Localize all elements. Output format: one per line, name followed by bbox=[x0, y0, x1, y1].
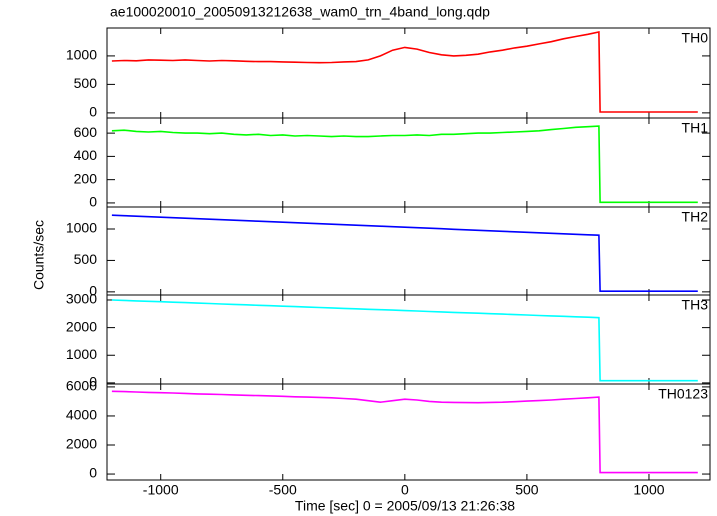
light-curve bbox=[111, 214, 698, 292]
y-tick-label: 200 bbox=[74, 170, 98, 186]
x-tick-label: -1000 bbox=[143, 482, 179, 498]
panel-frame bbox=[106, 294, 711, 385]
y-tick-label: 0 bbox=[89, 283, 97, 299]
x-axis-label: Time [sec] 0 = 2005/09/13 21:26:38 bbox=[295, 498, 515, 514]
panel-frame bbox=[106, 27, 711, 119]
y-tick-label: 1000 bbox=[66, 220, 97, 236]
y-tick-label: 3000 bbox=[66, 291, 97, 307]
y-tick-label: 4000 bbox=[66, 407, 97, 423]
y-tick-label: 0 bbox=[89, 194, 97, 210]
y-tick-label: 1000 bbox=[66, 346, 97, 362]
y-tick-label: 1000 bbox=[66, 47, 97, 63]
y-tick-label: 600 bbox=[74, 124, 98, 140]
y-axis-label: Counts/sec bbox=[31, 220, 47, 290]
x-tick-label: 1000 bbox=[633, 482, 664, 498]
y-tick-label: 0 bbox=[89, 465, 97, 481]
x-tick-label: -500 bbox=[269, 482, 297, 498]
y-tick-label: 0 bbox=[89, 104, 97, 120]
y-tick-label: 2000 bbox=[66, 436, 97, 452]
panel-label: TH0 bbox=[682, 30, 709, 46]
x-tick-label: 0 bbox=[401, 482, 409, 498]
y-tick-label: 500 bbox=[74, 251, 98, 267]
panel-label: TH0123 bbox=[658, 386, 708, 402]
panel-label: TH1 bbox=[682, 120, 709, 136]
panel-frame bbox=[106, 383, 711, 481]
panel-frame bbox=[106, 206, 711, 296]
chart-title: ae100020010_20050913212638_wam0_trn_4ban… bbox=[110, 4, 490, 20]
y-tick-label: 500 bbox=[74, 75, 98, 91]
y-tick-label: 400 bbox=[74, 147, 98, 163]
light-curve bbox=[111, 390, 698, 474]
y-tick-label: 2000 bbox=[66, 318, 97, 334]
light-curve bbox=[111, 299, 698, 382]
light-curve bbox=[111, 31, 698, 113]
panel-label: TH2 bbox=[682, 209, 709, 225]
panel-frame bbox=[106, 117, 711, 208]
y-tick-label: 0 bbox=[89, 374, 97, 390]
light-curve bbox=[111, 125, 698, 204]
x-tick-label: 500 bbox=[515, 482, 539, 498]
y-tick-label: 6000 bbox=[66, 378, 97, 394]
panel-label: TH3 bbox=[682, 297, 709, 313]
